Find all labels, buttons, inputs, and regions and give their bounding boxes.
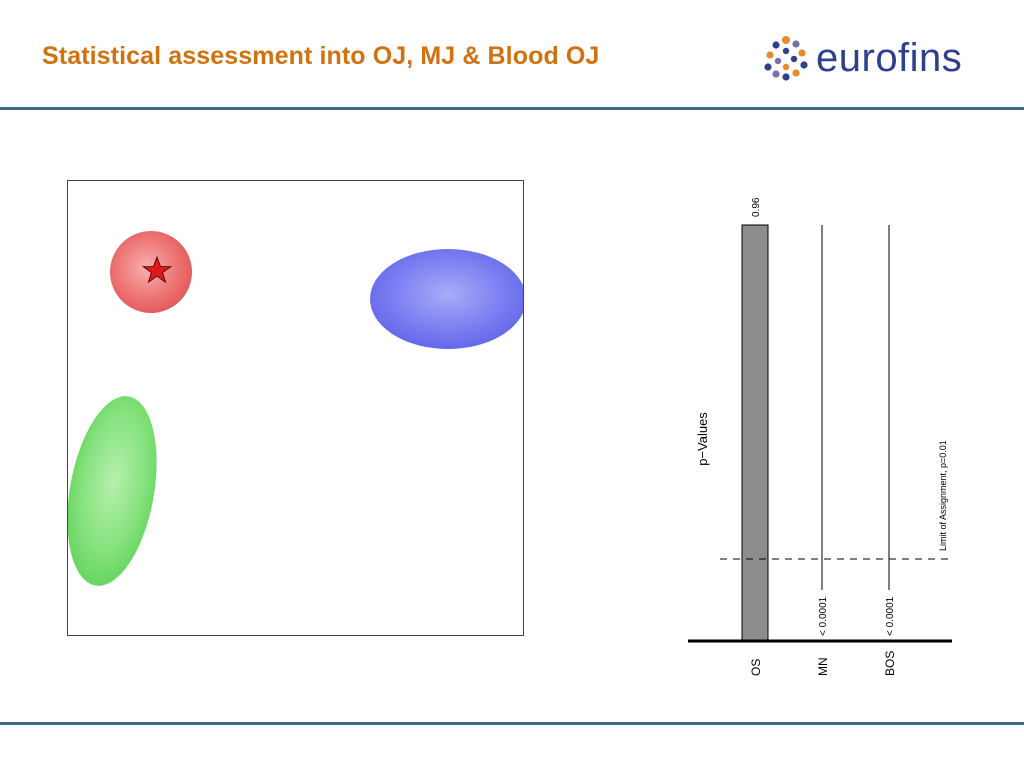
threshold-label: Limit of Assignment, p=0.01 <box>938 440 948 551</box>
pvalue-chart: 0.96 OS < 0.0001 MN < 0.0001 BOS Limit of Ass… <box>680 188 970 688</box>
star-icon <box>141 255 173 284</box>
cluster-mn <box>370 249 523 349</box>
value-label-mn: < 0.0001 <box>818 596 829 636</box>
category-label-bos: BOS <box>883 651 897 676</box>
cluster-plot-svg <box>68 231 523 586</box>
logo-dots-icon <box>764 36 808 81</box>
cluster-plot <box>67 180 524 636</box>
category-label-mn: MN <box>816 657 830 676</box>
logo-wordmark: eurofins <box>816 36 963 80</box>
y-axis-label: p−Values <box>695 412 710 466</box>
header-divider <box>0 107 1024 110</box>
footer-divider <box>0 722 1024 725</box>
category-label-os: OS <box>749 659 763 676</box>
eurofins-logo: eurofins <box>762 34 992 84</box>
cluster-bos <box>68 396 157 586</box>
value-label-bos: < 0.0001 <box>885 596 896 636</box>
page-title: Statistical assessment into OJ, MJ & Blo… <box>42 42 600 70</box>
bar-os <box>741 224 769 642</box>
value-label-os: 0.96 <box>751 197 762 217</box>
pvalue-chart-svg: 0.96 OS < 0.0001 MN < 0.0001 BOS Limit of Ass… <box>688 197 952 676</box>
